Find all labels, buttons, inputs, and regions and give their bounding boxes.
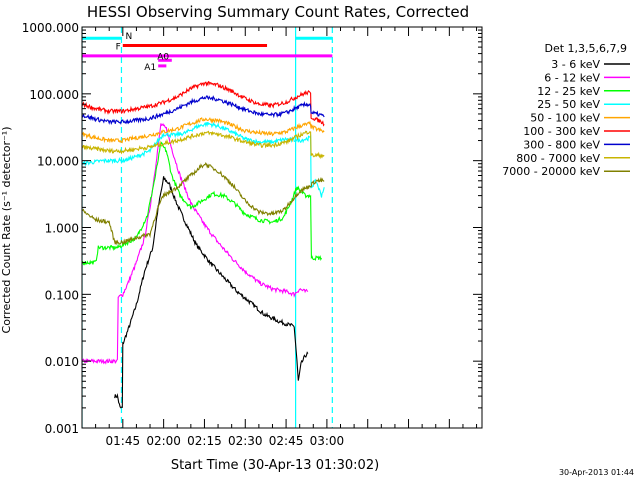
x-tick-label: 02:00 <box>146 434 181 448</box>
timestamp-footer: 30-Apr-2013 01:44 <box>559 468 634 477</box>
series-line-1 <box>82 123 309 365</box>
series-line-4 <box>82 117 325 144</box>
series-line-8 <box>82 162 325 246</box>
chart-title: HESSI Observing Summary Count Rates, Cor… <box>87 3 469 21</box>
y-tick-label: 100.000 <box>29 88 79 102</box>
x-tick-label: 02:15 <box>187 434 222 448</box>
legend-entry-label: 3 - 6 keV <box>551 58 600 71</box>
legend-entry-label: 25 - 50 keV <box>537 98 600 111</box>
flag-label-n: N <box>125 32 132 42</box>
legend-entry-label: 6 - 12 keV <box>544 71 600 84</box>
y-tick-label: 0.100 <box>45 288 79 302</box>
series-line-7 <box>82 130 325 160</box>
x-tick-label: 01:45 <box>106 434 141 448</box>
flag-label-a1: A1 <box>144 63 156 73</box>
legend-entry-label: 12 - 25 keV <box>537 85 600 98</box>
legend-entry-label: 50 - 100 keV <box>530 112 600 125</box>
series-line-3 <box>82 121 325 198</box>
flag-label-f: F <box>116 42 121 52</box>
y-tick-label: 1.000 <box>45 222 79 236</box>
x-tick-label: 03:00 <box>310 434 345 448</box>
legend-entry-label: 800 - 7000 keV <box>516 152 600 165</box>
x-axis-label: Start Time (30-Apr-13 01:30:02) <box>171 458 379 473</box>
y-axis-label: Corrected Count Rate (s⁻¹ detector⁻¹) <box>0 127 13 334</box>
y-tick-label: 1000.000 <box>22 21 79 35</box>
series-line-2 <box>82 141 322 266</box>
axes: 0.001 0.010 0.100 1.000 10.000 100.000 1000.00… <box>22 21 482 448</box>
x-tick-label: 02:30 <box>228 434 263 448</box>
legend-entry-label: 300 - 800 keV <box>523 138 600 151</box>
legend-entry-label: 100 - 300 keV <box>523 125 600 138</box>
y-tick-label: 0.010 <box>45 355 79 369</box>
series-line-5 <box>82 80 325 127</box>
series-line-6 <box>82 95 325 125</box>
y-tick-label: 10.000 <box>37 155 79 169</box>
y-tick-label: 0.001 <box>45 422 79 436</box>
series-line-0 <box>114 176 309 409</box>
flag-label-a0: A0 <box>157 52 169 62</box>
legend-entry-label: 7000 - 20000 keV <box>502 165 600 178</box>
legend-title: Det 1,3,5,6,7,9 <box>544 42 627 55</box>
x-tick-label: 02:45 <box>269 434 304 448</box>
